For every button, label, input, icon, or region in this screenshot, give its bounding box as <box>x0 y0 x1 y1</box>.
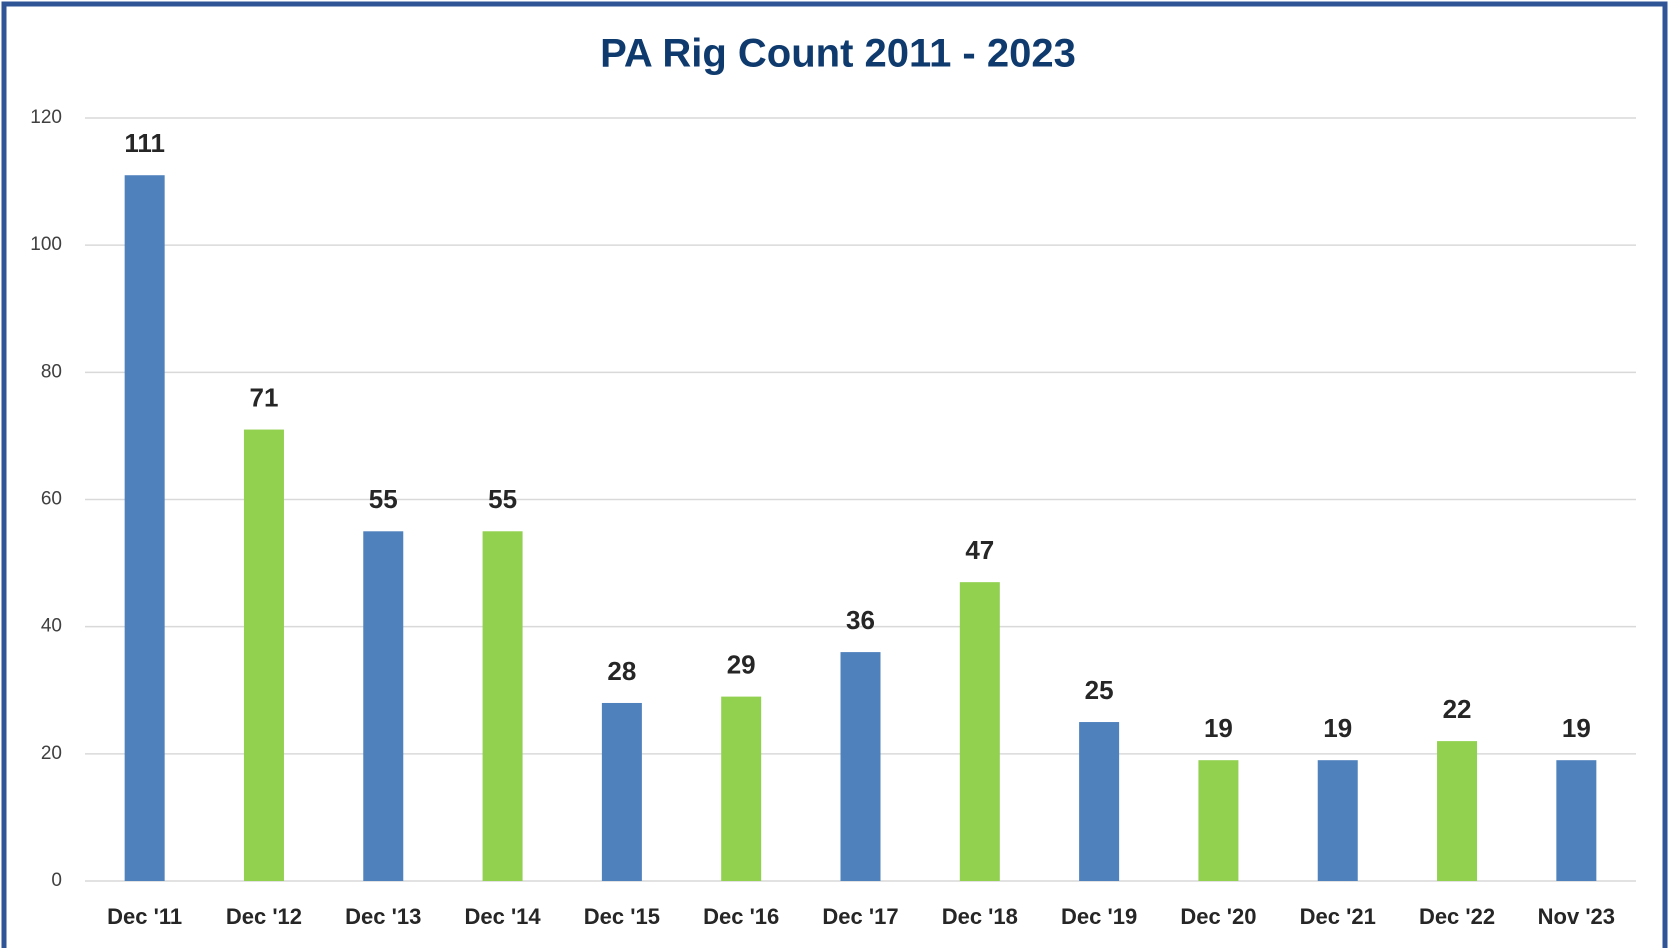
bar <box>1198 760 1239 881</box>
y-tick-label: 20 <box>41 743 62 764</box>
x-tick-label: Nov '23 <box>1538 904 1615 929</box>
x-tick-label: Dec '19 <box>1061 904 1137 929</box>
bar <box>1437 741 1478 881</box>
x-tick-label: Dec '22 <box>1419 904 1495 929</box>
data-label: 47 <box>965 535 994 565</box>
data-label: 71 <box>250 382 279 412</box>
data-label: 19 <box>1562 713 1591 743</box>
data-label: 19 <box>1323 713 1352 743</box>
bar <box>1317 760 1358 881</box>
data-label: 55 <box>369 484 398 514</box>
x-tick-label: Dec '12 <box>226 904 302 929</box>
data-label: 55 <box>488 484 517 514</box>
data-label: 111 <box>124 128 165 158</box>
x-tick-label: Dec '14 <box>464 904 541 929</box>
y-tick-label: 80 <box>41 361 62 382</box>
y-tick-label: 120 <box>30 107 62 128</box>
x-tick-label: Dec '11 <box>107 904 182 929</box>
x-tick-label: Dec '18 <box>942 904 1018 929</box>
y-tick-label: 60 <box>41 489 62 510</box>
bar <box>124 175 165 882</box>
data-label: 29 <box>727 649 756 679</box>
data-label: 19 <box>1204 713 1233 743</box>
data-label: 25 <box>1085 675 1114 705</box>
x-tick-label: Dec '15 <box>584 904 660 929</box>
bar <box>601 702 642 881</box>
x-tick-label: Dec '16 <box>703 904 779 929</box>
y-tick-label: 40 <box>41 616 62 637</box>
x-tick-label: Dec '21 <box>1300 904 1376 929</box>
bar <box>243 429 284 881</box>
chart-title: PA Rig Count 2011 - 2023 <box>600 32 1076 76</box>
bar <box>959 582 1000 881</box>
bar <box>840 652 881 881</box>
bar <box>482 531 523 881</box>
y-tick-label: 0 <box>51 870 62 891</box>
data-label: 22 <box>1443 694 1472 724</box>
bar <box>721 696 762 881</box>
x-tick-label: Dec '17 <box>822 904 898 929</box>
data-label: 36 <box>846 605 875 635</box>
bar <box>363 531 404 881</box>
x-tick-label: Dec '20 <box>1180 904 1256 929</box>
bar <box>1556 760 1597 881</box>
x-tick-label: Dec '13 <box>345 904 421 929</box>
data-label: 28 <box>607 656 636 686</box>
y-tick-label: 100 <box>30 234 62 255</box>
bar <box>1079 722 1120 881</box>
